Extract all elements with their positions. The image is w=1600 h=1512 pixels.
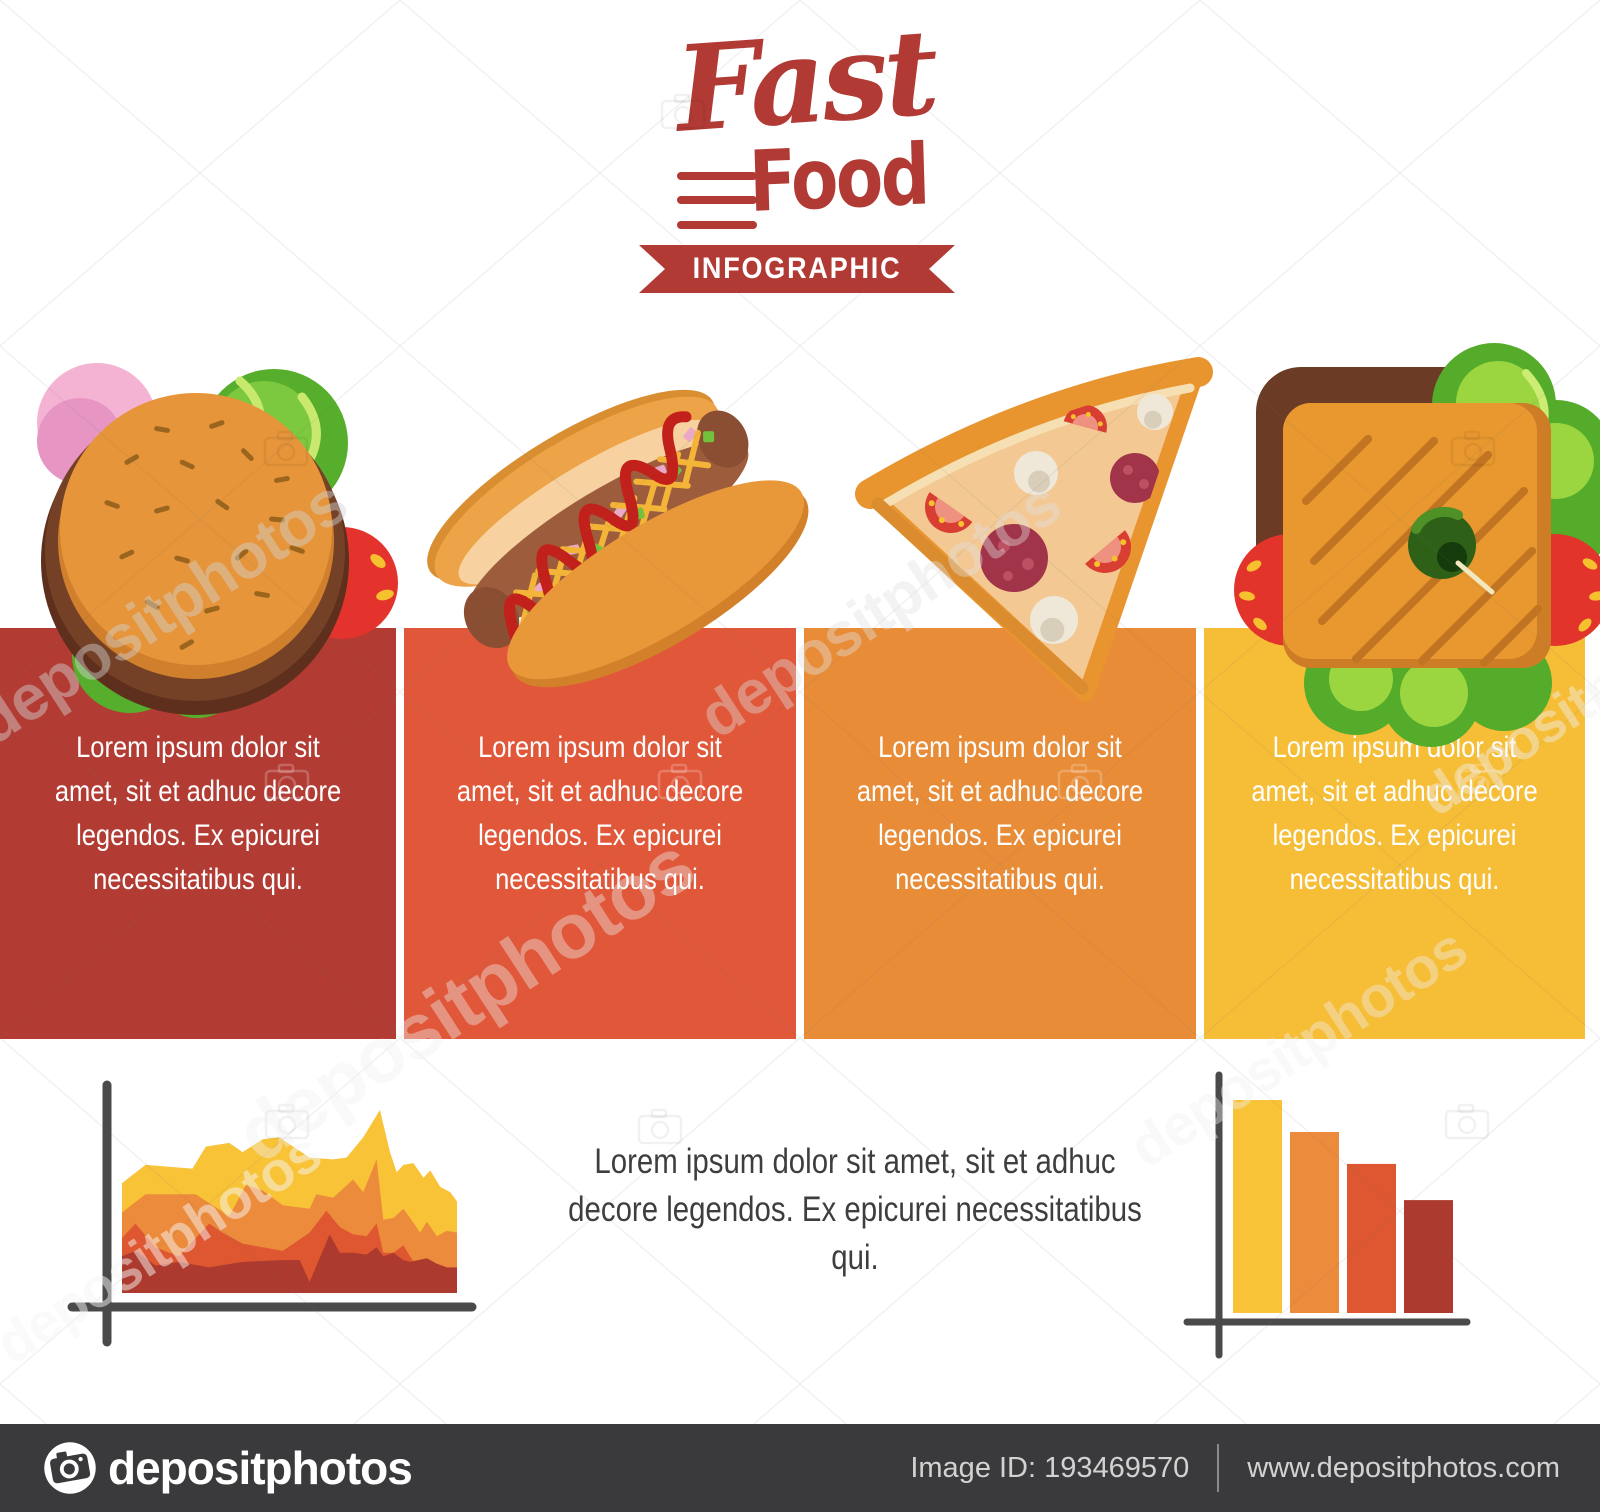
bar-4 xyxy=(1404,1200,1453,1313)
panel-hot-dog-text: Lorem ipsum dolor sit amet, sit et adhuc … xyxy=(456,731,744,896)
pizza-slice-icon xyxy=(855,357,1213,702)
bar-chart-bars xyxy=(1233,1100,1453,1313)
bottom-paragraph: Lorem ipsum dolor sit amet, sit et adhuc… xyxy=(568,1142,1142,1277)
bar-2 xyxy=(1290,1132,1339,1313)
hamburger-icon xyxy=(37,363,398,718)
bar-chart xyxy=(1183,1071,1471,1359)
bar-1 xyxy=(1233,1100,1282,1313)
speed-line-icon xyxy=(677,172,757,180)
footer-image-id: Image ID: 193469570 xyxy=(910,1451,1190,1484)
logo-word-food: Food xyxy=(747,125,929,231)
depositphotos-camera-icon xyxy=(44,1442,96,1494)
hot-dog-icon xyxy=(427,389,809,688)
footer-divider xyxy=(1217,1444,1220,1492)
speed-line-icon xyxy=(677,221,757,229)
footer-bar: depositphotos Image ID: 193469570 www.de… xyxy=(0,1424,1600,1512)
speed-line-icon xyxy=(677,196,757,204)
footer-info-block: Image ID: 193469570 www.depositphotos.co… xyxy=(910,1444,1560,1492)
bar-3 xyxy=(1347,1163,1396,1313)
ribbon-label: INFOGRAPHIC xyxy=(692,252,902,285)
area-chart-series xyxy=(122,1110,457,1293)
infographic-ribbon: INFOGRAPHIC xyxy=(639,245,955,293)
area-chart xyxy=(67,1080,477,1347)
panel-sandwich-text: Lorem ipsum dolor sit amet, sit et adhuc … xyxy=(1251,731,1538,896)
panel-burger-text: Lorem ipsum dolor sit amet, sit et adhuc … xyxy=(54,731,342,896)
panel-pizza-text: Lorem ipsum dolor sit amet, sit et adhuc … xyxy=(856,731,1144,896)
footer-website: www.depositphotos.com xyxy=(1247,1451,1560,1484)
sandwich-icon xyxy=(1234,343,1600,747)
footer-brand-block: depositphotos xyxy=(40,1438,413,1498)
footer-brand-text: depositphotos xyxy=(108,1442,413,1494)
